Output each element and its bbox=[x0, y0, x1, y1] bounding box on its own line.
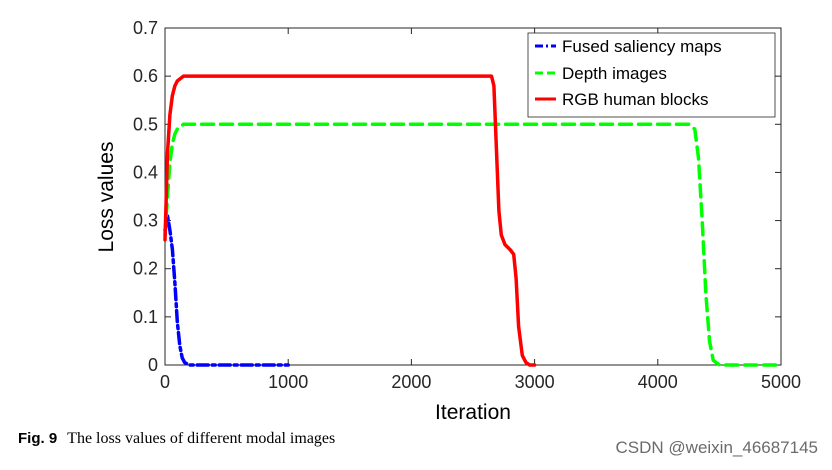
y-tick-label: 0 bbox=[148, 355, 158, 375]
legend-label-rgb: RGB human blocks bbox=[562, 90, 708, 109]
x-tick-label: 0 bbox=[160, 372, 170, 392]
legend-box bbox=[527, 32, 776, 118]
y-tick-label: 0.6 bbox=[133, 66, 158, 86]
figure-caption: Fig. 9 The loss values of different modal… bbox=[18, 430, 335, 448]
legend-label-fused: Fused saliency maps bbox=[562, 37, 722, 56]
x-tick-label: 2000 bbox=[391, 372, 431, 392]
figure-label: Fig. 9 bbox=[18, 430, 58, 447]
x-tick-label: 5000 bbox=[761, 372, 801, 392]
x-tick-label: 3000 bbox=[515, 372, 555, 392]
y-tick-label: 0.1 bbox=[133, 307, 158, 327]
y-tick-label: 0.7 bbox=[133, 18, 158, 38]
x-tick-label: 4000 bbox=[638, 372, 678, 392]
series-line-2 bbox=[163, 74, 537, 367]
x-axis-title: Iteration bbox=[435, 401, 511, 424]
watermark: CSDN @weixin_46687145 bbox=[615, 438, 818, 457]
loss-line-chart: 0 1000 2000 3000 4000 5000 0 0.1 0.2 0.3 0.4 0.5 0.6… bbox=[95, 18, 801, 424]
legend: Fused saliency maps Depth images RGB hum… bbox=[527, 32, 776, 118]
series-line-1 bbox=[163, 122, 783, 367]
y-tick-label: 0.4 bbox=[133, 162, 158, 182]
y-axis-title: Loss values bbox=[95, 142, 118, 253]
series-lines bbox=[163, 74, 783, 367]
y-tick-label: 0.5 bbox=[133, 114, 158, 134]
legend-label-depth: Depth images bbox=[562, 64, 667, 83]
axis-ticks: 0 1000 2000 3000 4000 5000 0 0.1 0.2 0.3 0.4 0.5 0.6… bbox=[133, 18, 801, 392]
figure-caption-text: The loss values of different modal image… bbox=[67, 430, 336, 447]
y-tick-label: 0.2 bbox=[133, 259, 158, 279]
y-tick-label: 0.3 bbox=[133, 211, 158, 231]
x-tick-label: 1000 bbox=[268, 372, 308, 392]
series-line-0 bbox=[163, 214, 290, 367]
